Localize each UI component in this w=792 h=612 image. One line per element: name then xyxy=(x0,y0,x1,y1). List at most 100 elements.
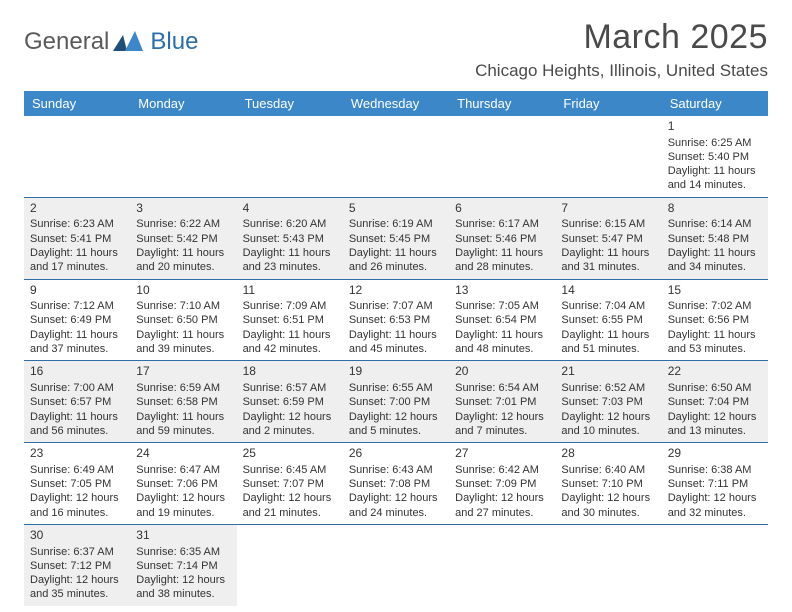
logo-text-general: General xyxy=(24,28,109,56)
daylight-text: Daylight: 11 hours and 17 minutes. xyxy=(30,246,124,275)
daylight-text: Daylight: 12 hours and 38 minutes. xyxy=(136,573,230,602)
day-number: 19 xyxy=(349,364,443,380)
daylight-text: Daylight: 11 hours and 23 minutes. xyxy=(243,246,337,275)
daylight-text: Daylight: 11 hours and 45 minutes. xyxy=(349,328,443,357)
day-number: 16 xyxy=(30,364,124,380)
daylight-text: Daylight: 12 hours and 5 minutes. xyxy=(349,410,443,439)
sunrise-text: Sunrise: 7:04 AM xyxy=(561,299,655,313)
day-number: 28 xyxy=(561,446,655,462)
day-number: 1 xyxy=(668,119,762,135)
logo-mark-icon xyxy=(113,29,145,51)
daylight-text: Daylight: 11 hours and 56 minutes. xyxy=(30,410,124,439)
day-number: 3 xyxy=(136,201,230,217)
sunset-text: Sunset: 5:42 PM xyxy=(136,232,230,246)
day-number: 17 xyxy=(136,364,230,380)
sunset-text: Sunset: 6:56 PM xyxy=(668,313,762,327)
day-cell: 28Sunrise: 6:40 AMSunset: 7:10 PMDayligh… xyxy=(555,443,661,525)
day-number: 10 xyxy=(136,283,230,299)
weekday-header: Friday xyxy=(555,91,661,116)
daylight-text: Daylight: 12 hours and 21 minutes. xyxy=(243,491,337,520)
sunset-text: Sunset: 7:09 PM xyxy=(455,477,549,491)
title-block: March 2025 Chicago Heights, Illinois, Un… xyxy=(475,18,768,81)
sunset-text: Sunset: 7:00 PM xyxy=(349,395,443,409)
day-number: 18 xyxy=(243,364,337,380)
day-number: 21 xyxy=(561,364,655,380)
daylight-text: Daylight: 12 hours and 35 minutes. xyxy=(30,573,124,602)
empty-cell xyxy=(449,524,555,605)
sunrise-text: Sunrise: 6:43 AM xyxy=(349,463,443,477)
day-cell: 1Sunrise: 6:25 AMSunset: 5:40 PMDaylight… xyxy=(662,116,768,197)
sunrise-text: Sunrise: 6:15 AM xyxy=(561,217,655,231)
sunset-text: Sunset: 6:50 PM xyxy=(136,313,230,327)
daylight-text: Daylight: 11 hours and 51 minutes. xyxy=(561,328,655,357)
calendar-week-row: 1Sunrise: 6:25 AMSunset: 5:40 PMDaylight… xyxy=(24,116,768,197)
daylight-text: Daylight: 11 hours and 14 minutes. xyxy=(668,164,762,193)
day-number: 2 xyxy=(30,201,124,217)
sunset-text: Sunset: 7:01 PM xyxy=(455,395,549,409)
sunset-text: Sunset: 7:10 PM xyxy=(561,477,655,491)
sunset-text: Sunset: 5:40 PM xyxy=(668,150,762,164)
daylight-text: Daylight: 11 hours and 42 minutes. xyxy=(243,328,337,357)
sunset-text: Sunset: 6:58 PM xyxy=(136,395,230,409)
logo: General Blue xyxy=(24,28,198,56)
weekday-header: Tuesday xyxy=(237,91,343,116)
empty-cell xyxy=(343,116,449,197)
sunset-text: Sunset: 5:46 PM xyxy=(455,232,549,246)
day-cell: 21Sunrise: 6:52 AMSunset: 7:03 PMDayligh… xyxy=(555,361,661,443)
sunset-text: Sunset: 5:47 PM xyxy=(561,232,655,246)
daylight-text: Daylight: 12 hours and 2 minutes. xyxy=(243,410,337,439)
day-cell: 17Sunrise: 6:59 AMSunset: 6:58 PMDayligh… xyxy=(130,361,236,443)
day-cell: 20Sunrise: 6:54 AMSunset: 7:01 PMDayligh… xyxy=(449,361,555,443)
calendar-body: 1Sunrise: 6:25 AMSunset: 5:40 PMDaylight… xyxy=(24,116,768,606)
sunset-text: Sunset: 7:06 PM xyxy=(136,477,230,491)
empty-cell xyxy=(555,116,661,197)
day-number: 31 xyxy=(136,528,230,544)
daylight-text: Daylight: 12 hours and 27 minutes. xyxy=(455,491,549,520)
sunset-text: Sunset: 5:41 PM xyxy=(30,232,124,246)
empty-cell xyxy=(237,116,343,197)
day-number: 8 xyxy=(668,201,762,217)
day-number: 6 xyxy=(455,201,549,217)
sunrise-text: Sunrise: 7:00 AM xyxy=(30,381,124,395)
day-cell: 23Sunrise: 6:49 AMSunset: 7:05 PMDayligh… xyxy=(24,443,130,525)
day-cell: 16Sunrise: 7:00 AMSunset: 6:57 PMDayligh… xyxy=(24,361,130,443)
day-cell: 29Sunrise: 6:38 AMSunset: 7:11 PMDayligh… xyxy=(662,443,768,525)
sunrise-text: Sunrise: 7:05 AM xyxy=(455,299,549,313)
day-number: 5 xyxy=(349,201,443,217)
sunset-text: Sunset: 7:05 PM xyxy=(30,477,124,491)
calendar-week-row: 2Sunrise: 6:23 AMSunset: 5:41 PMDaylight… xyxy=(24,197,768,279)
day-cell: 6Sunrise: 6:17 AMSunset: 5:46 PMDaylight… xyxy=(449,197,555,279)
sunrise-text: Sunrise: 7:12 AM xyxy=(30,299,124,313)
daylight-text: Daylight: 11 hours and 28 minutes. xyxy=(455,246,549,275)
day-number: 12 xyxy=(349,283,443,299)
day-cell: 12Sunrise: 7:07 AMSunset: 6:53 PMDayligh… xyxy=(343,279,449,361)
empty-cell xyxy=(237,524,343,605)
day-number: 29 xyxy=(668,446,762,462)
sunset-text: Sunset: 7:08 PM xyxy=(349,477,443,491)
daylight-text: Daylight: 11 hours and 20 minutes. xyxy=(136,246,230,275)
day-cell: 3Sunrise: 6:22 AMSunset: 5:42 PMDaylight… xyxy=(130,197,236,279)
sunrise-text: Sunrise: 6:47 AM xyxy=(136,463,230,477)
day-number: 11 xyxy=(243,283,337,299)
calendar-week-row: 30Sunrise: 6:37 AMSunset: 7:12 PMDayligh… xyxy=(24,524,768,605)
calendar-week-row: 23Sunrise: 6:49 AMSunset: 7:05 PMDayligh… xyxy=(24,443,768,525)
daylight-text: Daylight: 12 hours and 30 minutes. xyxy=(561,491,655,520)
sunset-text: Sunset: 7:11 PM xyxy=(668,477,762,491)
day-cell: 10Sunrise: 7:10 AMSunset: 6:50 PMDayligh… xyxy=(130,279,236,361)
sunset-text: Sunset: 7:12 PM xyxy=(30,559,124,573)
header: General Blue March 2025 Chicago Heights,… xyxy=(24,18,768,81)
sunrise-text: Sunrise: 6:45 AM xyxy=(243,463,337,477)
sunrise-text: Sunrise: 6:22 AM xyxy=(136,217,230,231)
sunset-text: Sunset: 7:07 PM xyxy=(243,477,337,491)
calendar-week-row: 9Sunrise: 7:12 AMSunset: 6:49 PMDaylight… xyxy=(24,279,768,361)
day-cell: 2Sunrise: 6:23 AMSunset: 5:41 PMDaylight… xyxy=(24,197,130,279)
daylight-text: Daylight: 11 hours and 37 minutes. xyxy=(30,328,124,357)
sunrise-text: Sunrise: 6:23 AM xyxy=(30,217,124,231)
day-number: 22 xyxy=(668,364,762,380)
day-number: 9 xyxy=(30,283,124,299)
daylight-text: Daylight: 11 hours and 39 minutes. xyxy=(136,328,230,357)
sunset-text: Sunset: 6:59 PM xyxy=(243,395,337,409)
sunrise-text: Sunrise: 6:40 AM xyxy=(561,463,655,477)
day-number: 7 xyxy=(561,201,655,217)
sunrise-text: Sunrise: 7:02 AM xyxy=(668,299,762,313)
